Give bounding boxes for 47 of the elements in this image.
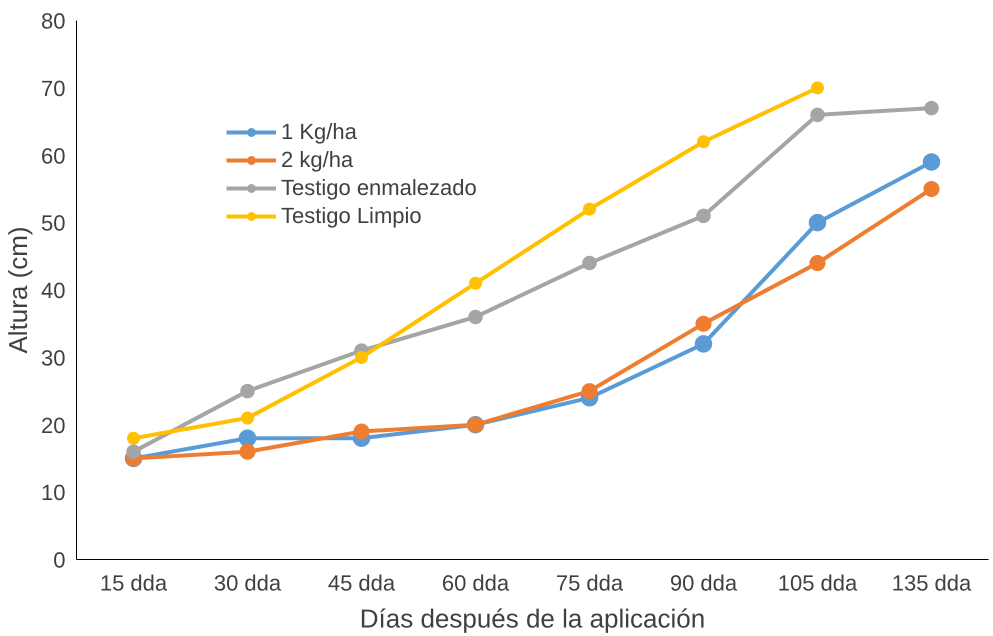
point <box>582 383 598 400</box>
point <box>811 81 824 94</box>
point <box>127 432 140 445</box>
x-tick-label: 15 dda <box>100 570 168 596</box>
y-tick-label: 80 <box>41 8 66 34</box>
point <box>241 412 254 424</box>
point <box>240 444 256 460</box>
point <box>808 214 826 232</box>
x-tick-label: 30 dda <box>214 570 282 596</box>
x-tick-label: 90 dda <box>670 570 738 596</box>
point <box>582 256 597 270</box>
y-tick-label: 60 <box>41 143 66 168</box>
point <box>583 202 596 216</box>
y-tick-label: 30 <box>41 345 66 370</box>
point <box>697 135 710 148</box>
y-tick-label: 20 <box>41 412 66 438</box>
point <box>355 350 368 364</box>
point <box>354 424 370 440</box>
point <box>810 108 825 122</box>
point <box>924 180 940 197</box>
point <box>924 100 939 116</box>
y-tick-label: 0 <box>53 548 66 572</box>
y-tick-label: 70 <box>41 76 66 101</box>
y-tick-label: 50 <box>41 210 66 236</box>
x-tick-label: 60 dda <box>442 570 510 596</box>
legend-label: 1 Kg/ha <box>281 119 357 145</box>
y-tick-label: 40 <box>41 278 66 303</box>
legend-label: 2 kg/ha <box>281 147 354 173</box>
point <box>696 208 711 224</box>
point <box>696 316 712 332</box>
point <box>240 384 255 398</box>
point <box>922 153 940 171</box>
x-tick-label: 45 dda <box>328 570 396 596</box>
y-tick-label: 10 <box>41 480 66 506</box>
legend-label: Testigo Limpio <box>281 203 422 229</box>
x-tick-label: 75 dda <box>556 570 624 596</box>
x-axis-title: Días después de la aplicación <box>360 604 706 634</box>
point <box>238 429 256 447</box>
x-tick-label: 105 dda <box>778 570 858 596</box>
y-axis-title: Altura (cm) <box>3 226 34 354</box>
point <box>694 335 712 353</box>
x-tick-label: 135 dda <box>892 570 972 596</box>
point <box>469 276 482 290</box>
point <box>126 444 141 459</box>
legend-label: Testigo enmalezado <box>281 175 477 201</box>
point <box>810 255 826 272</box>
point <box>468 310 483 324</box>
